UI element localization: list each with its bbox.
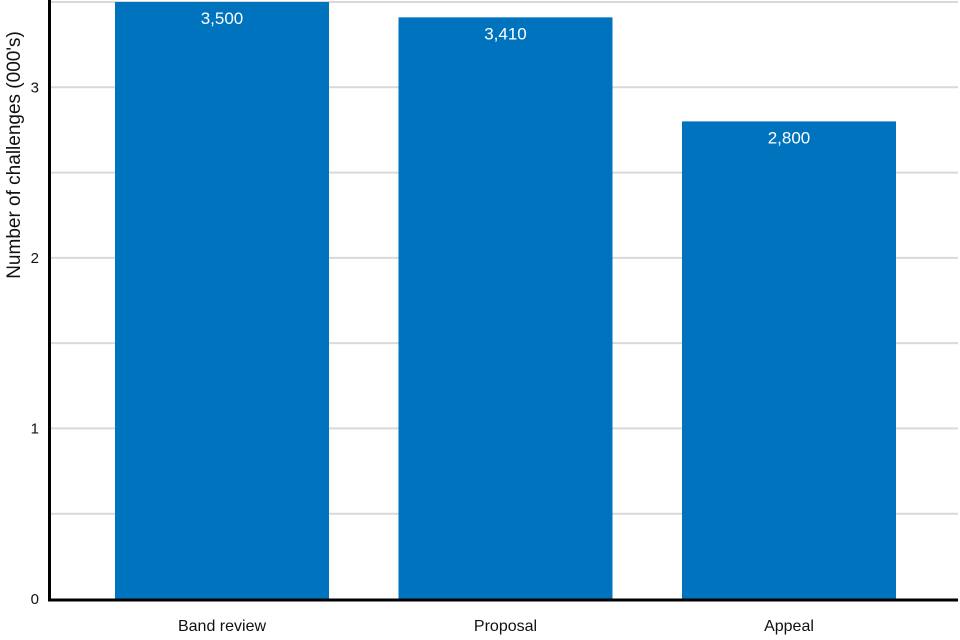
x-axis-category-label: Band review	[178, 618, 266, 635]
bar-band-review	[115, 2, 329, 599]
bar-value-label: 3,410	[484, 24, 527, 43]
y-axis-tick-label: 3	[31, 79, 39, 96]
bar-appeal	[682, 121, 896, 600]
axes	[48, 0, 958, 602]
y-axis-tick-label: 0	[31, 591, 39, 608]
x-axis-category-label: Proposal	[474, 618, 537, 635]
bar-value-label: 3,500	[201, 9, 244, 28]
labels: 3,500 Band review 3,410 Proposal 2,800 Appeal…	[31, 9, 814, 635]
bar-proposal	[398, 17, 613, 599]
bars	[115, 2, 896, 600]
bar-value-label: 2,800	[768, 128, 811, 147]
y-axis-tick-label: 1	[31, 420, 39, 437]
y-axis-title: Number of challenges (000's)	[4, 31, 25, 279]
y-axis-tick-label: 2	[31, 250, 39, 267]
x-axis-category-label: Appeal	[764, 618, 814, 635]
